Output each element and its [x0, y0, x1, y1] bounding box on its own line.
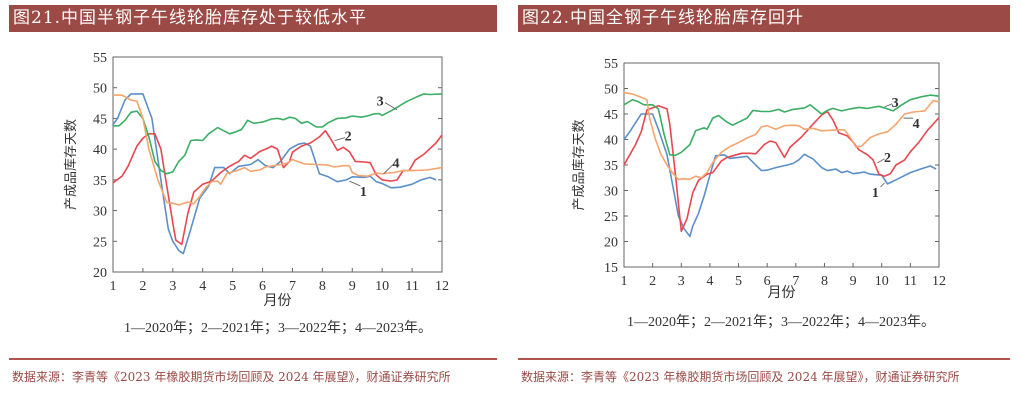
series-line-2021	[623, 105, 940, 233]
series-annotation-label: 1	[872, 186, 879, 201]
figure-21-title: 图21.中国半钢子午线轮胎库存处于较低水平	[9, 5, 497, 32]
series-line-2021	[112, 129, 443, 246]
x-tick-label: 7	[289, 279, 296, 294]
x-tick-label: 8	[821, 274, 828, 289]
y-tick-label: 20	[93, 266, 107, 281]
y-tick-label: 15	[604, 261, 618, 276]
x-tick-label: 7	[792, 274, 799, 289]
series-annotation-label: 3	[892, 96, 899, 111]
series-line-2023	[623, 91, 940, 181]
x-tick-label: 11	[904, 274, 917, 289]
source-divider-2	[518, 358, 1010, 360]
series-annotation-label: 3	[377, 95, 384, 110]
annotation-leader	[880, 182, 885, 188]
plot-frame	[623, 62, 940, 268]
series-line-2022	[623, 94, 940, 157]
x-tick-label: 6	[259, 279, 266, 294]
y-tick-label: 25	[93, 235, 107, 250]
y-tick-label: 25	[604, 210, 618, 225]
x-tick-label: 12	[435, 279, 449, 294]
x-tick-label: 8	[319, 279, 326, 294]
x-axis-label: 月份	[264, 293, 292, 309]
figure-22-source: 数据来源：李青等《2023 年橡胶期货市场回顾及 2024 年展望》，财通证券研…	[521, 370, 960, 384]
series-annotation-label: 4	[913, 117, 920, 132]
annotation-leader	[383, 164, 394, 175]
x-tick-label: 10	[875, 274, 889, 289]
y-tick-label: 45	[93, 112, 107, 127]
figure-22-title: 图22.中国全钢子午线轮胎库存回升	[518, 5, 1010, 32]
annotation-leader	[384, 102, 398, 111]
legend-text: 1—2020年；2—2021年；3—2022年；4—2023年。	[627, 314, 935, 330]
x-tick-label: 3	[678, 274, 685, 289]
y-tick-label: 20	[604, 236, 618, 251]
series-annotation-label: 2	[345, 130, 352, 145]
annotation-leader	[349, 180, 361, 187]
y-axis-label: 产成品库存天数	[571, 119, 586, 210]
annotation-leader	[877, 158, 885, 164]
legend-text: 1—2020年；2—2021年；3—2022年；4—2023年。	[124, 320, 432, 336]
y-tick-label: 40	[604, 134, 618, 149]
y-tick-label: 35	[93, 174, 107, 189]
y-tick-label: 30	[604, 185, 618, 200]
series-line-2020	[623, 113, 937, 238]
series-line-2023	[113, 94, 443, 206]
y-tick-label: 55	[93, 51, 107, 66]
y-tick-label: 50	[93, 82, 107, 97]
x-tick-label: 5	[229, 279, 236, 294]
x-tick-label: 4	[199, 279, 206, 294]
source-divider-1	[9, 358, 497, 360]
y-tick-label: 45	[604, 108, 618, 123]
y-axis-label: 产成品库存天数	[63, 119, 78, 210]
x-tick-label: 1	[110, 279, 117, 294]
x-tick-label: 12	[932, 274, 946, 289]
annotation-leader	[334, 137, 346, 141]
x-axis-label: 月份	[768, 285, 796, 301]
annotation-leader	[884, 103, 893, 108]
x-tick-label: 10	[375, 279, 389, 294]
series-line-2022	[113, 93, 443, 175]
y-tick-label: 35	[604, 159, 618, 174]
y-tick-label: 40	[93, 143, 107, 158]
x-tick-label: 1	[621, 274, 628, 289]
y-tick-label: 55	[604, 57, 618, 72]
series-annotation-label: 4	[392, 157, 399, 172]
x-tick-label: 2	[139, 279, 146, 294]
x-tick-label: 5	[735, 274, 742, 289]
x-tick-label: 2	[649, 274, 656, 289]
x-tick-label: 11	[405, 279, 418, 294]
y-tick-label: 30	[93, 205, 107, 220]
x-tick-label: 9	[850, 274, 857, 289]
x-tick-label: 4	[706, 274, 713, 289]
series-annotation-label: 2	[884, 151, 891, 166]
x-tick-label: 9	[349, 279, 356, 294]
series-annotation-label: 1	[360, 185, 367, 200]
x-tick-label: 3	[169, 279, 176, 294]
y-tick-label: 50	[604, 83, 618, 98]
plot-frame	[112, 56, 443, 273]
figure-21-source: 数据来源：李青等《2023 年橡胶期货市场回顾及 2024 年展望》，财通证券研…	[12, 370, 451, 384]
x-tick-label: 6	[764, 274, 771, 289]
